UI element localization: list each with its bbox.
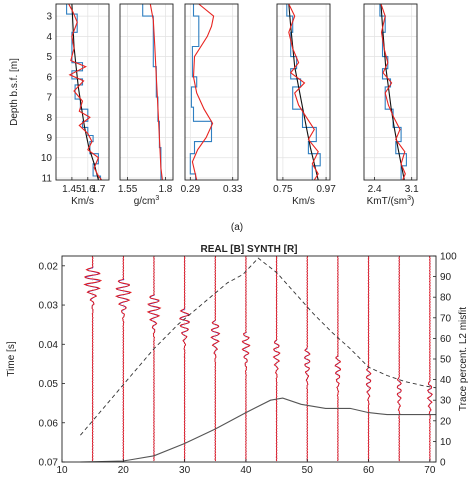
y2-tick-label: 20: [440, 416, 452, 427]
y-tick-label: 0.02: [39, 261, 59, 272]
synthetic-trace: [114, 255, 133, 462]
x-tick-label: 20: [118, 465, 130, 474]
y-tick-label: 9: [46, 133, 52, 144]
smooth-log-curve: [149, 3, 163, 181]
y-tick-label: 0.04: [39, 340, 59, 351]
log-panel-1: 1.45 1.61.7Km/s 3 4 5 6 7 8 9 10 11: [41, 3, 110, 207]
x-tick-label: 50: [302, 465, 314, 474]
y-axis-label: Time [s]: [6, 341, 17, 376]
y-tick-label: 0.06: [39, 418, 59, 429]
smooth-log-curve: [380, 3, 406, 181]
misfit-solid-curve: [80, 397, 436, 463]
y2-tick-label: 90: [440, 272, 452, 283]
x-tick-label: 1.55: [118, 184, 138, 195]
synthetic-trace: [426, 255, 433, 462]
y-tick-label: 5: [46, 52, 52, 63]
x-tick-label: 3.1: [405, 184, 419, 195]
y2-axis-label: Trace percent. L2 misfit: [458, 307, 469, 411]
synthetic-trace: [146, 255, 162, 462]
y2-tick-label: 40: [440, 375, 452, 386]
x-axis-label: KmT/(sm3): [367, 195, 415, 207]
panel-frame: [276, 3, 331, 181]
y-tick-label: 0.03: [39, 301, 59, 312]
trend-log-curve: [288, 3, 319, 181]
smooth-log-curve: [288, 3, 319, 181]
panel-frame: [55, 3, 110, 181]
y-tick-label: 8: [46, 113, 52, 124]
log-panel-2: 1.55 1.8g/cm3: [118, 3, 174, 207]
x-tick-label: 70: [424, 465, 436, 474]
y2-tick-label: 0: [440, 458, 446, 469]
blocky-log-curve: [66, 4, 102, 180]
x-tick-label: 0.29: [181, 184, 201, 195]
blocky-log-curve: [379, 4, 407, 180]
y-tick-label: 4: [46, 32, 52, 43]
x-tick-label: 1.6: [81, 184, 95, 195]
y2-tick-label: 60: [440, 334, 452, 345]
x-tick-label: 0.33: [223, 184, 243, 195]
synthetic-trace: [83, 255, 103, 462]
seismic-frame: [61, 255, 437, 463]
y2-tick-label: 10: [440, 437, 452, 448]
x-tick-label: 0.75: [273, 184, 293, 195]
trend-log-curve: [380, 3, 405, 181]
x-tick-label: 2.4: [368, 184, 382, 195]
synthetic-trace: [179, 255, 191, 462]
y2-tick-label: 50: [440, 355, 452, 366]
synthetic-trace: [210, 255, 221, 462]
synthetic-trace: [303, 255, 311, 462]
x-tick-label: 30: [179, 465, 191, 474]
y2-tick-label: 30: [440, 396, 452, 407]
y-tick-label: 3: [46, 12, 52, 23]
x-tick-label: 60: [363, 465, 375, 474]
x-tick-label: 1.8: [158, 184, 172, 195]
y2-tick-label: 100: [440, 252, 457, 263]
y-tick-label: 11: [42, 173, 53, 184]
y2-tick-label: 70: [440, 313, 452, 324]
panel-frame: [119, 3, 174, 181]
synthetic-trace: [396, 255, 402, 462]
smooth-log-curve: [68, 3, 103, 181]
x-tick-label: 1.45: [62, 184, 82, 195]
x-axis-label: Km/s: [292, 196, 315, 207]
y-tick-label: 10: [41, 153, 53, 164]
y-tick-label: 0.05: [39, 379, 59, 390]
y-axis-label: Depth b.s.f. [m]: [9, 58, 20, 126]
panel-frame: [363, 3, 418, 181]
blocky-log-curve: [189, 4, 213, 180]
x-axis-label: g/cm3: [134, 195, 160, 207]
x-tick-label: 1.7: [91, 184, 105, 195]
synthetic-trace: [272, 255, 281, 462]
x-axis-label: Km/s: [71, 196, 94, 207]
caption-a: (a): [231, 222, 243, 233]
misfit-dashed-curve: [80, 257, 437, 436]
smooth-log-curve: [191, 3, 215, 181]
y-tick-label: 0.07: [39, 458, 59, 469]
synthetic-trace: [241, 255, 251, 462]
panel-frame: [184, 3, 239, 181]
x-tick-label: 0.97: [316, 184, 336, 195]
bottom-seismic-panel: REAL [B] SYNTH [R] 0.02 0.03 0.04 0.05 0.06 0.…: [6, 244, 469, 476]
y-tick-label: 6: [46, 72, 52, 83]
blocky-log-curve: [142, 4, 162, 180]
trend-log-curve: [71, 3, 99, 181]
blocky-log-curve: [286, 4, 321, 180]
y2-tick-label: 80: [440, 293, 452, 304]
synthetic-trace: [365, 255, 372, 462]
x-tick-label: 40: [240, 465, 252, 474]
x-tick-label: 10: [56, 465, 68, 474]
y-tick-label: 7: [46, 93, 52, 104]
seismic-title: REAL [B] SYNTH [R]: [200, 244, 297, 255]
synthetic-trace: [334, 255, 342, 462]
log-panel-3: 0.29 0.33: [181, 3, 243, 195]
